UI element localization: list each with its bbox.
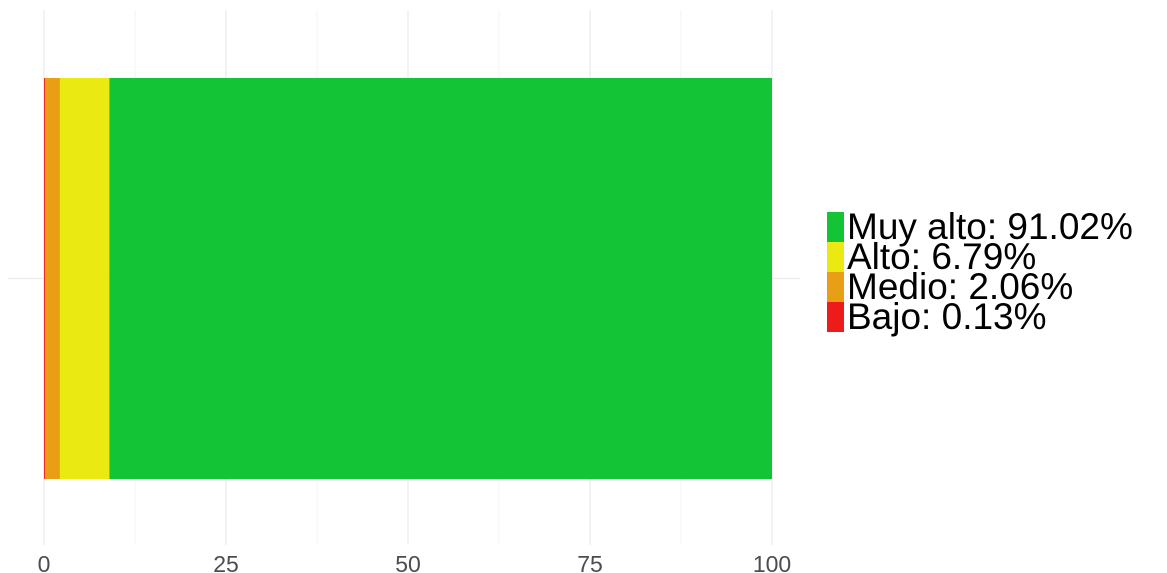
stacked-bar-chart: 0 25 50 75 100 — [8, 10, 800, 573]
legend-swatch — [827, 272, 844, 302]
x-tick-label: 75 — [577, 551, 603, 573]
legend-label: Alto: 6.79% — [847, 236, 1037, 277]
bar-segment-medio — [44, 78, 60, 479]
legend: Muy alto: 91.02% Alto: 6.79% Medio: 2.06% B… — [827, 206, 1133, 337]
legend-swatch — [827, 242, 844, 272]
legend-item: Medio: 2.06% — [827, 266, 1133, 307]
legend-item: Alto: 6.79% — [827, 236, 1133, 277]
legend-label: Bajo: 0.13% — [847, 296, 1047, 337]
legend-item: Muy alto: 91.02% — [827, 206, 1133, 247]
x-tick-label: 50 — [395, 551, 421, 573]
legend-swatch — [827, 302, 844, 332]
bar-segment-bajo — [44, 78, 45, 479]
legend-label: Muy alto: 91.02% — [847, 206, 1133, 247]
x-tick-label: 25 — [213, 551, 239, 573]
x-tick-label: 0 — [38, 551, 51, 573]
x-axis-tick-labels: 0 25 50 75 100 — [38, 551, 792, 573]
stacked-bar — [44, 78, 773, 479]
legend-swatch — [827, 212, 844, 242]
legend-item: Bajo: 0.13% — [827, 296, 1133, 337]
legend-label: Medio: 2.06% — [847, 266, 1074, 307]
x-tick-label: 100 — [753, 551, 791, 573]
bar-segment-alto — [59, 78, 110, 479]
bar-segment-muy-alto — [109, 78, 773, 479]
